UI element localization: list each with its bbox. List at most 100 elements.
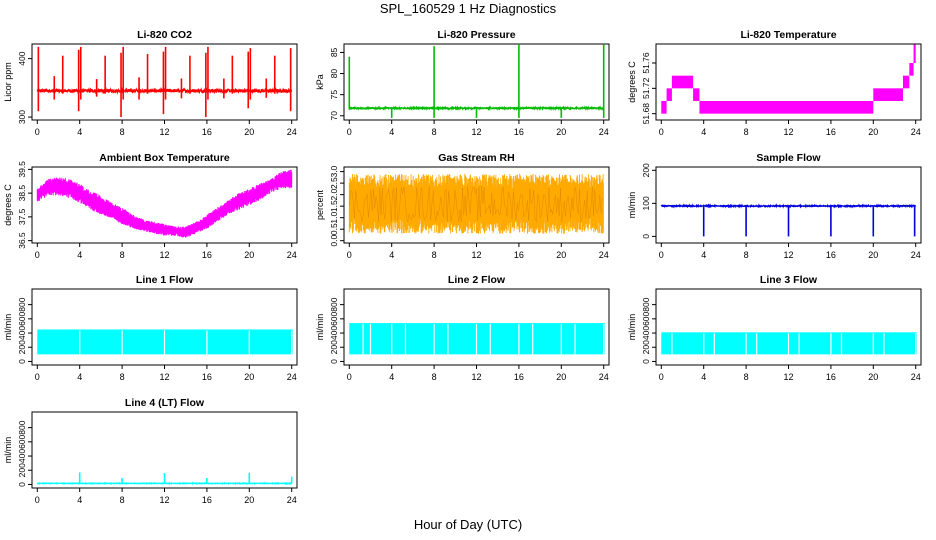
y-tick-label: 70 bbox=[329, 111, 339, 121]
y-tick-label: 1.5 bbox=[329, 200, 339, 212]
y-tick-label: 0 bbox=[329, 359, 339, 364]
x-tick-label: 0 bbox=[347, 127, 352, 137]
x-tick-label: 8 bbox=[432, 372, 437, 382]
plot-area bbox=[36, 46, 293, 118]
x-tick-label: 8 bbox=[432, 250, 437, 260]
y-tick-label: 600 bbox=[641, 311, 651, 325]
y-axis-label: Licor ppm bbox=[3, 62, 13, 102]
x-tick-label: 16 bbox=[826, 372, 836, 382]
y-tick-label: 39.5 bbox=[17, 161, 27, 178]
x-tick-label: 16 bbox=[826, 127, 836, 137]
x-tick-label: 12 bbox=[159, 127, 169, 137]
y-tick-label: 0 bbox=[17, 482, 27, 487]
chart-title: Line 2 Flow bbox=[448, 274, 506, 286]
x-tick-label: 4 bbox=[701, 372, 706, 382]
chart-title: Li-820 Pressure bbox=[437, 29, 515, 41]
y-tick-label: 2.5 bbox=[329, 177, 339, 189]
x-tick-label: 24 bbox=[287, 372, 297, 382]
plot-area bbox=[36, 472, 293, 486]
x-tick-label: 24 bbox=[599, 127, 609, 137]
x-tick-label: 20 bbox=[556, 250, 566, 260]
x-tick-label: 24 bbox=[911, 372, 921, 382]
y-tick-label: 38.5 bbox=[17, 185, 27, 202]
y-tick-label: 51.76 bbox=[641, 52, 651, 74]
y-tick-label: 400 bbox=[17, 326, 27, 340]
temperature-envelope bbox=[36, 169, 293, 238]
x-tick-label: 16 bbox=[202, 495, 212, 505]
x-tick-label: 12 bbox=[159, 495, 169, 505]
y-tick-label: 800 bbox=[17, 297, 27, 311]
x-tick-label: 24 bbox=[599, 250, 609, 260]
y-tick-label: 0.5 bbox=[329, 223, 339, 235]
chart-title: Gas Stream RH bbox=[438, 152, 514, 164]
x-tick-label: 0 bbox=[35, 250, 40, 260]
x-tick-label: 20 bbox=[244, 250, 254, 260]
x-tick-label: 12 bbox=[471, 250, 481, 260]
y-tick-label: 200 bbox=[641, 340, 651, 354]
y-tick-label: 400 bbox=[329, 326, 339, 340]
x-tick-label: 8 bbox=[120, 372, 125, 382]
x-tick-label: 4 bbox=[77, 372, 82, 382]
chart-panel-3: Li-820 Temperature degrees C 51.68 51.72 51.… bbox=[627, 29, 922, 137]
x-tick-label: 8 bbox=[744, 372, 749, 382]
x-tick-label: 8 bbox=[120, 495, 125, 505]
step-segment-5 bbox=[699, 101, 874, 114]
y-axis-label: degrees C bbox=[627, 61, 637, 103]
y-tick-label: 400 bbox=[17, 51, 27, 65]
x-tick-label: 24 bbox=[287, 127, 297, 137]
chart-title: Line 1 Flow bbox=[136, 274, 194, 286]
x-tick-label: 20 bbox=[244, 127, 254, 137]
y-tick-label: 400 bbox=[17, 449, 27, 463]
x-tick-label: 16 bbox=[514, 250, 524, 260]
step-segment-9 bbox=[913, 44, 916, 63]
x-tick-label: 20 bbox=[868, 250, 878, 260]
y-tick-label: 400 bbox=[641, 326, 651, 340]
y-axis-label: ml/min bbox=[3, 437, 13, 464]
plot-area bbox=[349, 323, 605, 355]
chart-panel-4: Ambient Box Temperature degrees C 36.5 37.5… bbox=[3, 152, 298, 260]
chart-title: Line 4 (LT) Flow bbox=[125, 397, 205, 409]
plot-area bbox=[37, 329, 293, 355]
y-axis-label: kPa bbox=[315, 74, 325, 90]
x-axis-title: Hour of Day (UTC) bbox=[413, 517, 523, 532]
y-tick-label: 800 bbox=[329, 297, 339, 311]
x-tick-label: 4 bbox=[389, 250, 394, 260]
y-tick-label: 100 bbox=[641, 196, 651, 210]
plot-area bbox=[661, 44, 916, 114]
y-tick-label: 1.0 bbox=[329, 211, 339, 223]
x-tick-label: 24 bbox=[287, 250, 297, 260]
step-segment-1 bbox=[661, 101, 667, 114]
x-tick-label: 20 bbox=[556, 127, 566, 137]
y-axis-label: ml/min bbox=[627, 192, 637, 219]
x-tick-label: 0 bbox=[347, 250, 352, 260]
y-tick-label: 0.0 bbox=[329, 235, 339, 247]
y-axis-label: ml/min bbox=[315, 314, 325, 341]
y-axis-label: percent bbox=[315, 189, 325, 220]
chart-title: Line 3 Flow bbox=[760, 274, 818, 286]
x-tick-label: 16 bbox=[514, 127, 524, 137]
x-tick-label: 24 bbox=[911, 250, 921, 260]
x-tick-label: 4 bbox=[701, 127, 706, 137]
x-tick-label: 4 bbox=[77, 127, 82, 137]
x-tick-label: 0 bbox=[659, 250, 664, 260]
figure-title: SPL_160529 1 Hz Diagnostics bbox=[379, 1, 557, 16]
x-tick-label: 4 bbox=[389, 127, 394, 137]
x-tick-label: 24 bbox=[599, 372, 609, 382]
x-tick-label: 8 bbox=[120, 127, 125, 137]
y-tick-label: 200 bbox=[329, 340, 339, 354]
x-tick-label: 16 bbox=[202, 372, 212, 382]
y-tick-label: 800 bbox=[17, 420, 27, 434]
x-tick-label: 12 bbox=[471, 372, 481, 382]
x-tick-label: 0 bbox=[347, 372, 352, 382]
y-axis-label: degrees C bbox=[3, 184, 13, 226]
y-tick-label: 200 bbox=[641, 163, 651, 177]
x-tick-label: 4 bbox=[77, 495, 82, 505]
x-tick-label: 8 bbox=[744, 250, 749, 260]
x-tick-label: 24 bbox=[911, 127, 921, 137]
y-tick-label: 80 bbox=[329, 69, 339, 79]
plot-area bbox=[348, 44, 605, 118]
